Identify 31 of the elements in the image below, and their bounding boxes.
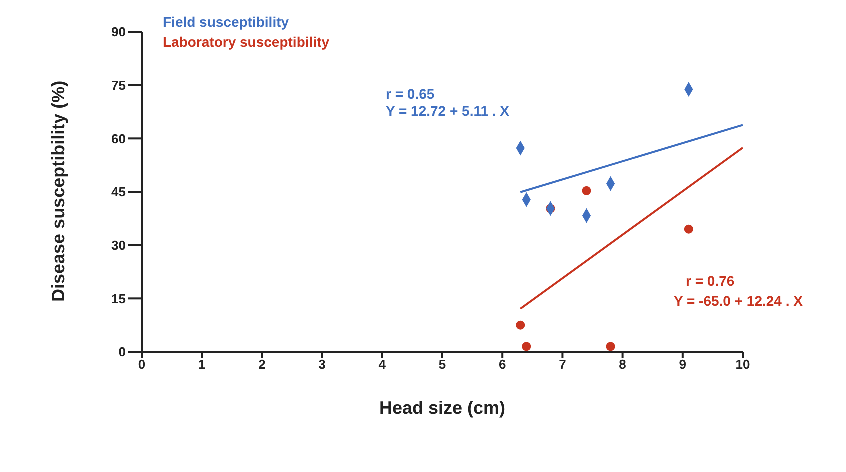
annotation: r = 0.76 <box>686 273 735 289</box>
annotation: r = 0.65 <box>386 86 435 102</box>
y-tick-label: 15 <box>112 291 126 306</box>
x-tick-label: 7 <box>559 357 566 372</box>
y-tick-label: 45 <box>112 184 126 200</box>
y-axis-title: Disease susceptibility (%) <box>48 80 68 302</box>
x-axis-title: Head size (cm) <box>379 398 506 418</box>
x-tick-label: 6 <box>498 357 506 372</box>
y-tick-label: 90 <box>112 24 126 40</box>
y-tick-label: 30 <box>112 238 126 253</box>
x-tick-label: 4 <box>378 357 387 372</box>
x-tick-label: 8 <box>619 357 626 372</box>
text: Field susceptibility <box>163 13 290 32</box>
x-tick-label: 3 <box>318 357 326 372</box>
x-tick-label: 0 <box>138 357 146 372</box>
text: Laboratory susceptibility <box>163 33 330 52</box>
annotation: Y = -65.0 + 12.24 . X <box>674 293 803 309</box>
x-tick-label: 5 <box>438 357 446 372</box>
point <box>606 342 616 352</box>
point <box>522 342 532 352</box>
y-tick-label: 75 <box>112 78 126 93</box>
y-tick-label: 0 <box>118 344 126 360</box>
annotation: Y = 12.72 + 5.11 . X <box>386 103 510 119</box>
x-tick-label: 10 <box>736 357 750 372</box>
x-tick-label: 2 <box>258 357 266 372</box>
point <box>582 186 592 196</box>
x-tick-label: 9 <box>679 357 687 372</box>
point <box>516 320 526 330</box>
point <box>684 224 694 234</box>
y-tick-label: 60 <box>112 131 126 146</box>
x-tick-label: 1 <box>198 357 206 372</box>
